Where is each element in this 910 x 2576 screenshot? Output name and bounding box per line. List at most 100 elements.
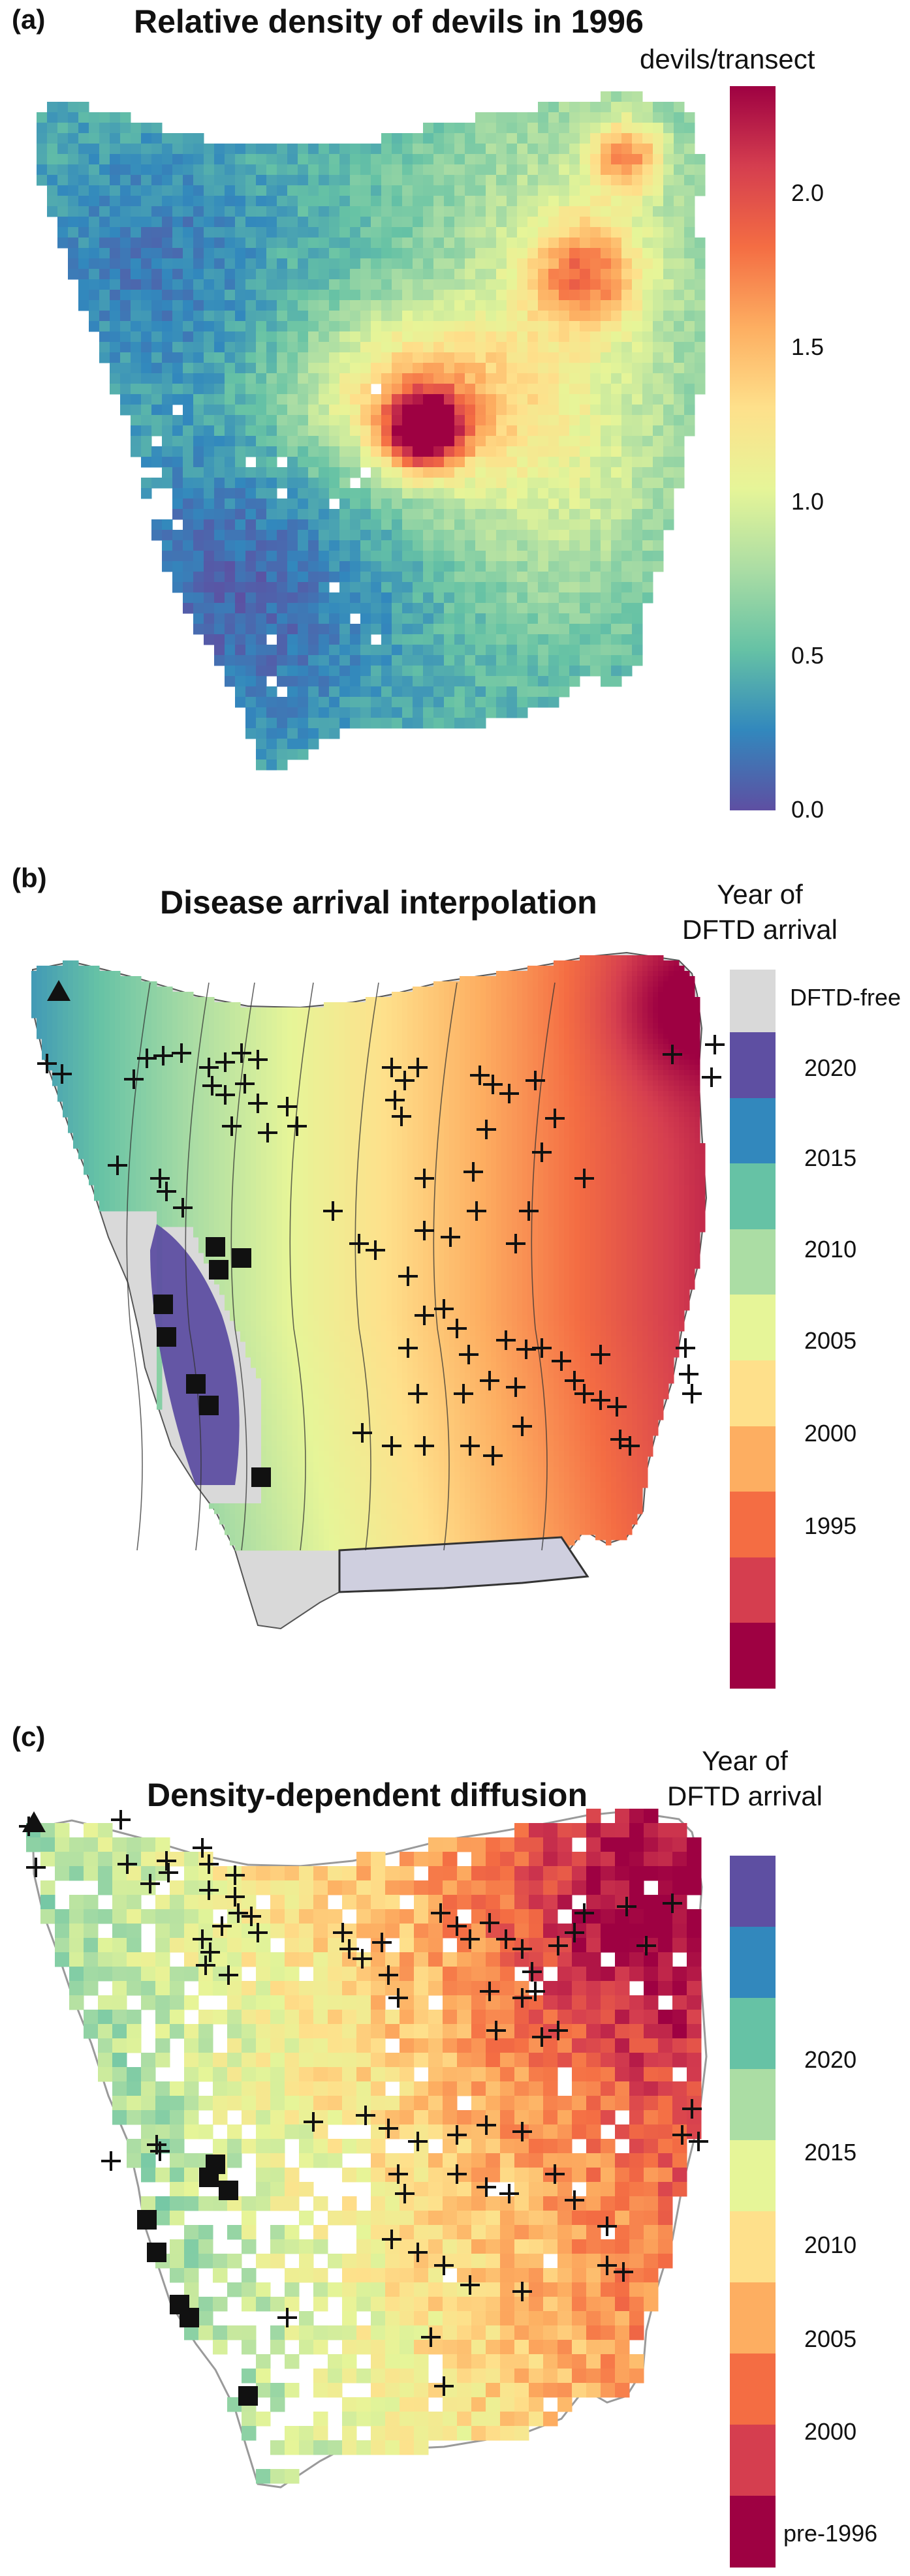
raster-cell (444, 592, 455, 604)
raster-cell (225, 509, 236, 520)
raster-cell (663, 206, 674, 217)
raster-cell (99, 217, 110, 228)
raster-cell (376, 1002, 382, 1008)
raster-cell (554, 1044, 559, 1050)
raster-cell (407, 1013, 413, 1019)
raster-cell (653, 561, 664, 572)
raster-cell (225, 624, 236, 635)
raster-cell (89, 1044, 95, 1050)
raster-cell (674, 384, 685, 395)
raster-cell (339, 217, 351, 228)
raster-cell (413, 1034, 418, 1039)
raster-cell (538, 1039, 544, 1045)
raster-cell (339, 551, 351, 562)
raster-cell (684, 217, 695, 228)
raster-cell (663, 1034, 669, 1039)
raster-cell (350, 269, 361, 280)
raster-cell (94, 976, 100, 982)
raster-cell (548, 981, 554, 987)
raster-cell (590, 133, 601, 144)
raster-cell (256, 394, 267, 405)
raster-cell (183, 133, 194, 144)
raster-cell (637, 976, 643, 982)
raster-cell (63, 987, 69, 992)
raster-cell (632, 509, 643, 520)
raster-cell (601, 509, 612, 520)
raster-cell (287, 175, 298, 186)
raster-cell (580, 311, 591, 322)
raster-cell (413, 133, 424, 144)
raster-cell (590, 592, 601, 604)
raster-cell (339, 1007, 345, 1013)
raster-cell (444, 133, 455, 144)
raster-cell (298, 645, 309, 656)
raster-cell (183, 997, 189, 1003)
raster-cell (188, 1007, 194, 1013)
raster-cell (402, 342, 413, 353)
raster-cell (298, 1039, 304, 1045)
raster-cell (580, 144, 591, 155)
raster-cell (496, 258, 507, 269)
raster-cell (110, 144, 121, 155)
raster-cell (319, 624, 330, 635)
raster-cell (590, 352, 601, 363)
raster-cell (172, 425, 183, 437)
raster-cell (606, 1034, 612, 1039)
raster-cell (580, 352, 591, 363)
raster-cell (78, 1028, 84, 1034)
raster-cell (695, 300, 706, 311)
raster-cell (627, 955, 633, 961)
raster-cell (674, 478, 685, 489)
raster-cell (204, 634, 215, 645)
raster-cell (454, 373, 465, 384)
raster-cell (329, 592, 340, 604)
raster-cell (642, 457, 653, 468)
raster-cell (245, 572, 257, 583)
raster-cell (522, 976, 528, 982)
raster-cell (162, 1013, 168, 1019)
raster-cell (350, 164, 361, 176)
raster-cell (235, 206, 246, 217)
raster-cell (392, 342, 403, 353)
raster-cell (527, 686, 539, 698)
raster-cell (277, 634, 288, 645)
raster-cell (245, 1039, 251, 1045)
raster-cell (522, 997, 528, 1003)
raster-cell (235, 342, 246, 353)
raster-cell (381, 311, 392, 322)
raster-cell (78, 1002, 84, 1008)
raster-cell (245, 488, 257, 499)
raster-cell (151, 185, 163, 196)
raster-cell (266, 405, 277, 416)
raster-cell (423, 697, 434, 708)
raster-cell (266, 666, 277, 677)
raster-cell (480, 981, 486, 987)
raster-cell (454, 1044, 460, 1050)
raster-cell (527, 405, 539, 416)
raster-cell (381, 133, 392, 144)
raster-cell (392, 572, 403, 583)
raster-cell (512, 1044, 518, 1050)
raster-cell (580, 1044, 586, 1050)
raster-cell (517, 394, 528, 405)
raster-cell (642, 960, 648, 966)
raster-cell (225, 352, 236, 363)
raster-cell (141, 258, 152, 269)
raster-cell (350, 572, 361, 583)
raster-cell (350, 666, 361, 677)
raster-cell (308, 613, 319, 624)
raster-cell (642, 331, 653, 343)
raster-cell (339, 405, 351, 416)
raster-cells (37, 91, 706, 771)
raster-cell (465, 707, 476, 718)
raster-cell (642, 238, 653, 249)
raster-cell (329, 342, 340, 353)
raster-cell (329, 1002, 335, 1008)
raster-cell (287, 217, 298, 228)
raster-cell (444, 164, 455, 176)
raster-cell (115, 997, 121, 1003)
raster-cell (632, 269, 643, 280)
raster-cell (235, 498, 246, 510)
raster-cell (324, 1044, 330, 1050)
raster-cell (162, 206, 173, 217)
